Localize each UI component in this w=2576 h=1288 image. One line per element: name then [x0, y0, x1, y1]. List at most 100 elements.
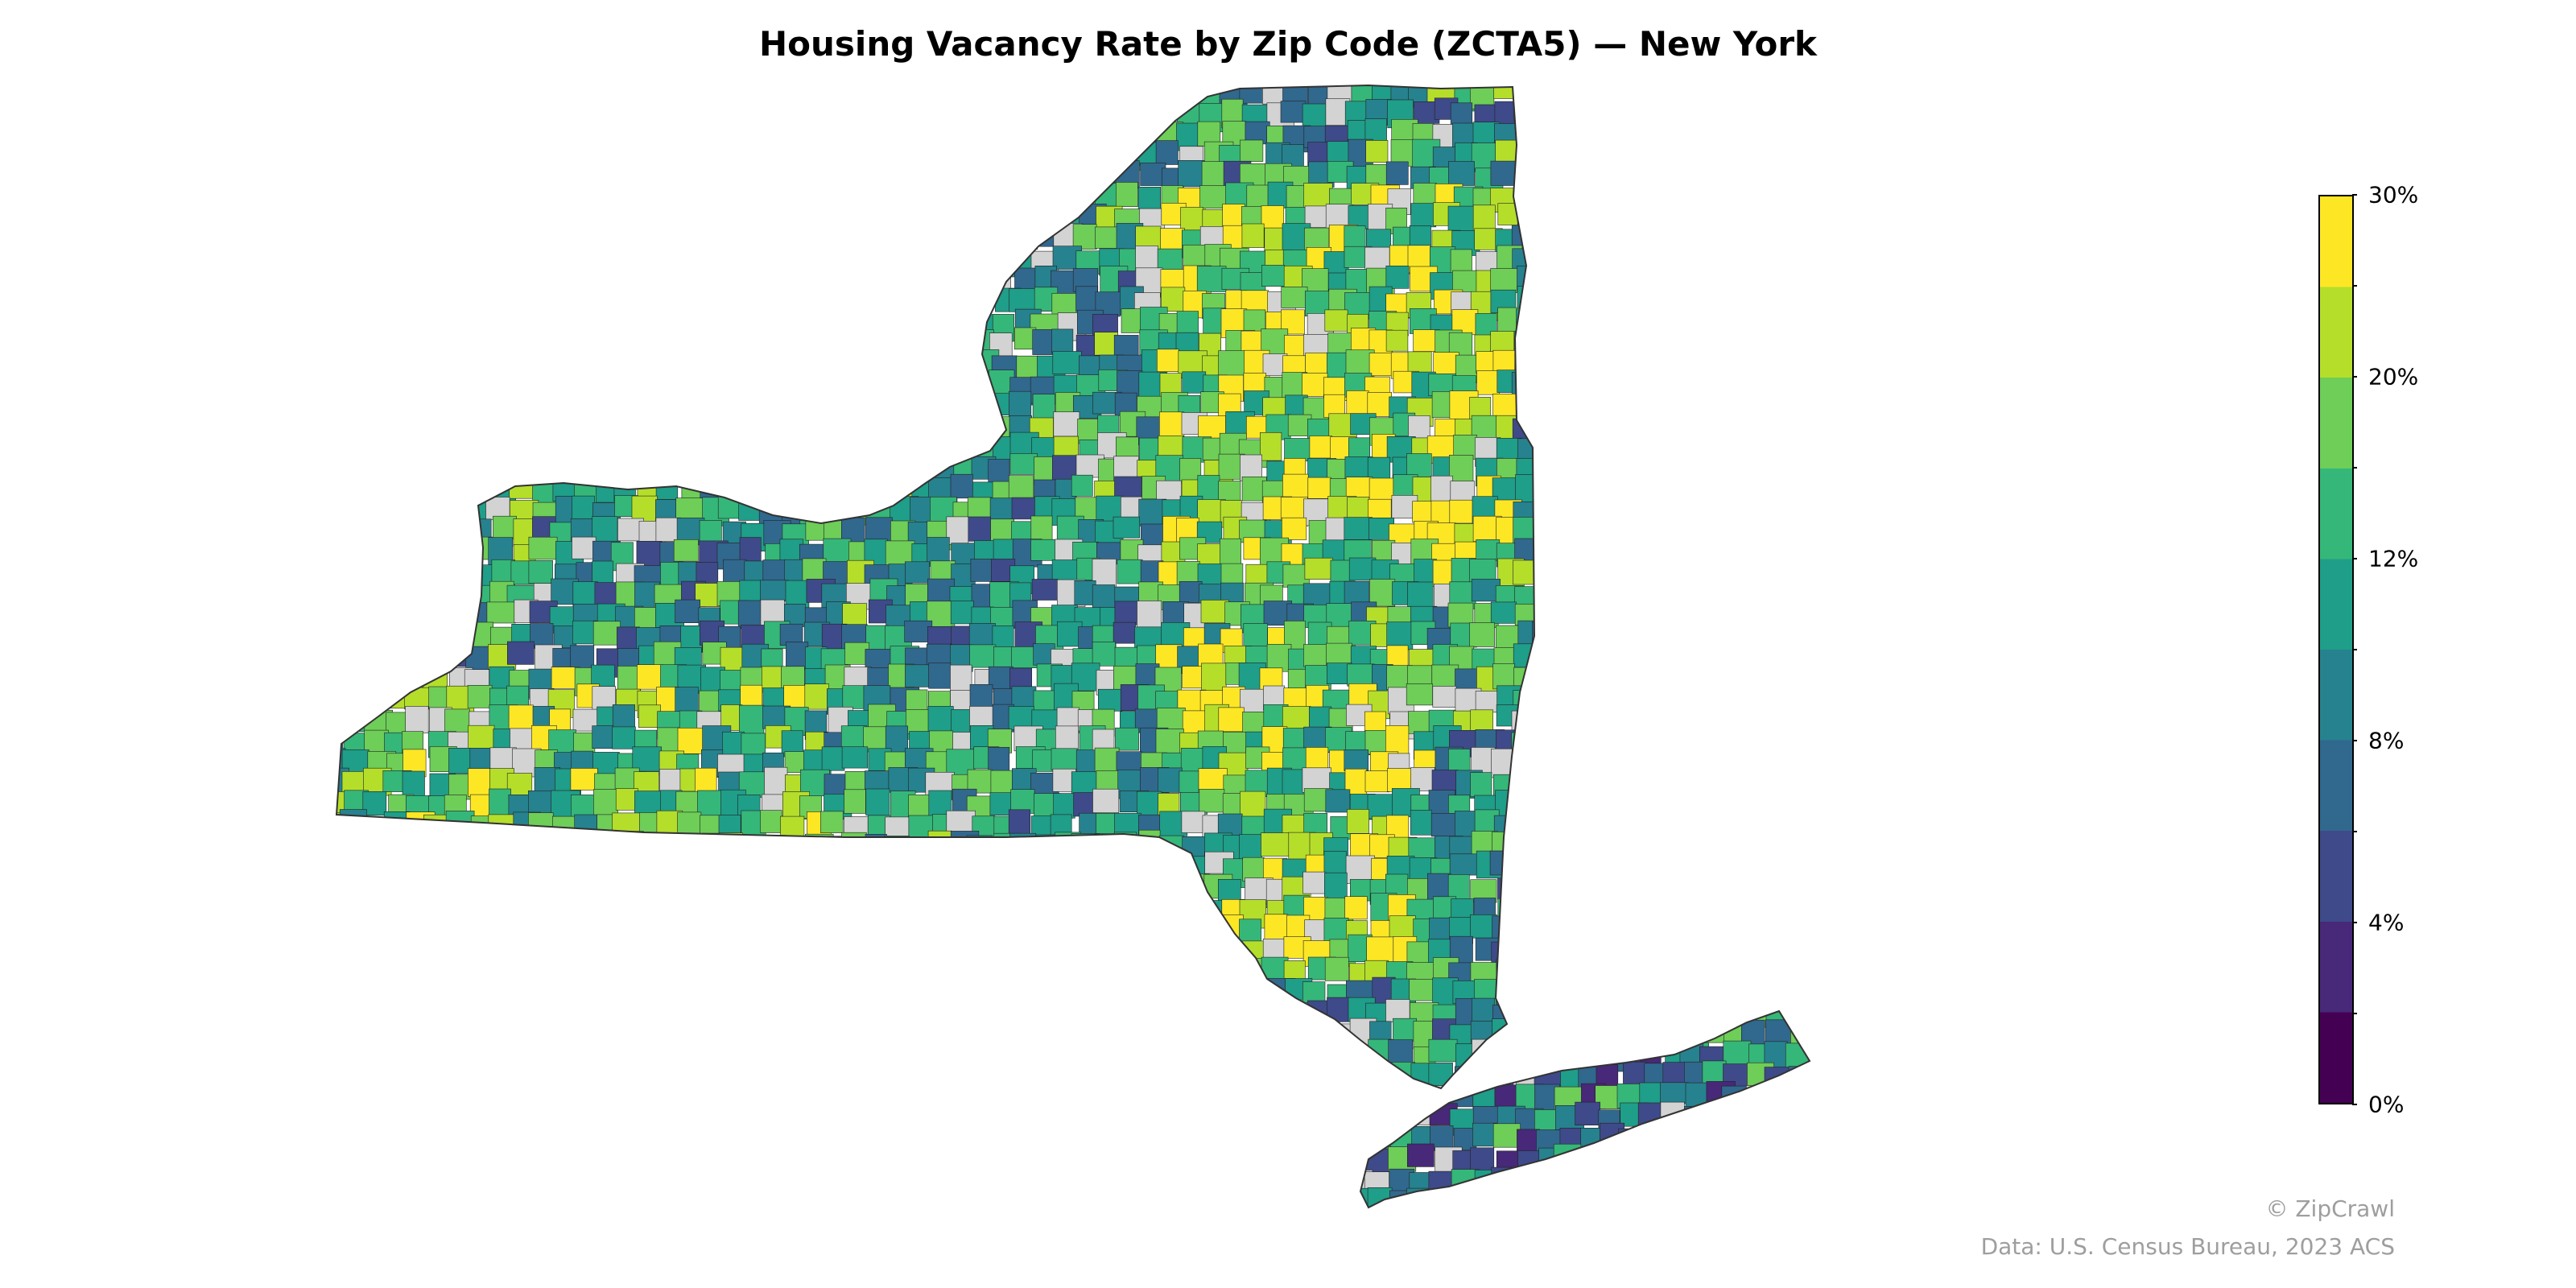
zip-cell	[1261, 1146, 1288, 1171]
zip-cell	[1721, 1085, 1751, 1113]
zip-cell	[1602, 434, 1632, 460]
zip-cell	[552, 164, 576, 188]
zip-cell	[1141, 103, 1167, 131]
zip-cell	[889, 961, 915, 984]
zip-cell	[783, 684, 807, 709]
zip-cell	[991, 98, 1022, 126]
zip-cell	[1641, 749, 1671, 773]
zip-cell	[908, 411, 937, 438]
zip-cell	[571, 1213, 599, 1241]
zip-cell	[1581, 980, 1604, 1004]
zip-cell	[1765, 920, 1789, 949]
zip-cell	[658, 167, 687, 195]
zip-cell	[1807, 204, 1810, 230]
zip-cell	[888, 209, 916, 239]
zip-cell	[1598, 376, 1623, 405]
zip-cell	[652, 229, 676, 252]
zip-cell	[1616, 832, 1638, 858]
zip-cell	[364, 332, 393, 360]
zip-cell	[1096, 1193, 1123, 1208]
zip-cell	[720, 1149, 749, 1173]
zip-cell	[1034, 853, 1061, 882]
zip-cell	[1364, 1087, 1392, 1117]
zip-cell	[929, 1084, 956, 1113]
zip-cell	[1556, 182, 1585, 205]
zip-cell	[719, 456, 742, 480]
zip-cell	[1619, 225, 1647, 250]
zip-cell	[467, 1130, 496, 1154]
zip-cell	[486, 601, 516, 624]
zip-cell	[1389, 915, 1416, 939]
zip-cell	[886, 223, 914, 247]
zip-cell	[509, 85, 535, 109]
zip-cell	[1306, 1166, 1333, 1195]
zip-cell	[1009, 453, 1038, 475]
zip-cell	[1224, 1125, 1247, 1155]
zip-cell	[551, 959, 577, 987]
zip-cell	[336, 501, 343, 530]
zip-cell	[807, 1044, 832, 1068]
zip-cell	[802, 123, 830, 150]
zip-cell	[1600, 1169, 1625, 1197]
zip-cell	[1113, 832, 1137, 857]
zip-cell	[1623, 412, 1649, 436]
zip-cell	[590, 1022, 619, 1048]
zip-cell	[336, 124, 349, 147]
zip-cell	[366, 398, 393, 426]
zip-cell	[884, 376, 906, 399]
zip-cell	[740, 164, 766, 190]
zip-cell	[698, 164, 722, 191]
zip-cell	[929, 961, 957, 989]
zip-cell	[633, 394, 655, 420]
zip-cell	[765, 1063, 789, 1090]
zip-cell	[1788, 249, 1810, 277]
zip-cell	[931, 291, 960, 314]
zip-cell	[1307, 477, 1331, 499]
zip-cell	[1599, 1192, 1624, 1208]
zip-cell	[638, 412, 662, 440]
zip-cell	[1330, 1210, 1352, 1239]
zip-cell	[696, 250, 724, 281]
zip-cell	[382, 246, 411, 275]
zip-cell	[1243, 623, 1268, 650]
legend-tick-mark	[2352, 376, 2357, 378]
zip-cell	[1560, 832, 1583, 857]
zip-cell	[676, 1144, 699, 1174]
zip-cell	[950, 664, 972, 691]
zip-cell	[423, 830, 450, 856]
zip-cell	[448, 747, 472, 774]
zip-cell	[910, 307, 935, 331]
zip-cell	[1139, 1166, 1166, 1191]
zip-cell	[570, 1169, 596, 1198]
zip-cell	[592, 621, 621, 646]
zip-cell	[971, 1041, 998, 1065]
zip-cell	[1117, 980, 1145, 1007]
zip-cell	[721, 731, 745, 757]
zip-cell	[908, 997, 933, 1026]
zip-cell	[1286, 1125, 1313, 1151]
zip-cell	[404, 687, 431, 710]
zip-cell	[822, 857, 851, 885]
zip-cell	[1010, 983, 1036, 1013]
zip-cell	[800, 1104, 827, 1133]
zip-cell	[890, 160, 918, 185]
zip-cell	[820, 811, 844, 833]
zip-cell	[593, 914, 617, 937]
zip-cell	[513, 415, 538, 444]
zip-cell	[760, 1022, 785, 1046]
zip-cell	[1078, 997, 1106, 1021]
zip-cell	[1597, 1214, 1624, 1236]
zip-cell	[1496, 958, 1518, 983]
zip-cell	[1682, 770, 1705, 793]
zip-cell	[862, 920, 885, 943]
zip-cell	[1517, 811, 1546, 840]
zip-cell	[1406, 683, 1433, 706]
zip-cell	[1095, 291, 1121, 317]
zip-cell	[336, 313, 348, 341]
zip-cell	[1785, 330, 1810, 356]
zip-cell	[423, 415, 449, 444]
zip-cell	[485, 371, 509, 397]
zip-cell	[1532, 349, 1556, 374]
zip-cell	[1100, 999, 1123, 1028]
zip-cell	[532, 267, 555, 296]
